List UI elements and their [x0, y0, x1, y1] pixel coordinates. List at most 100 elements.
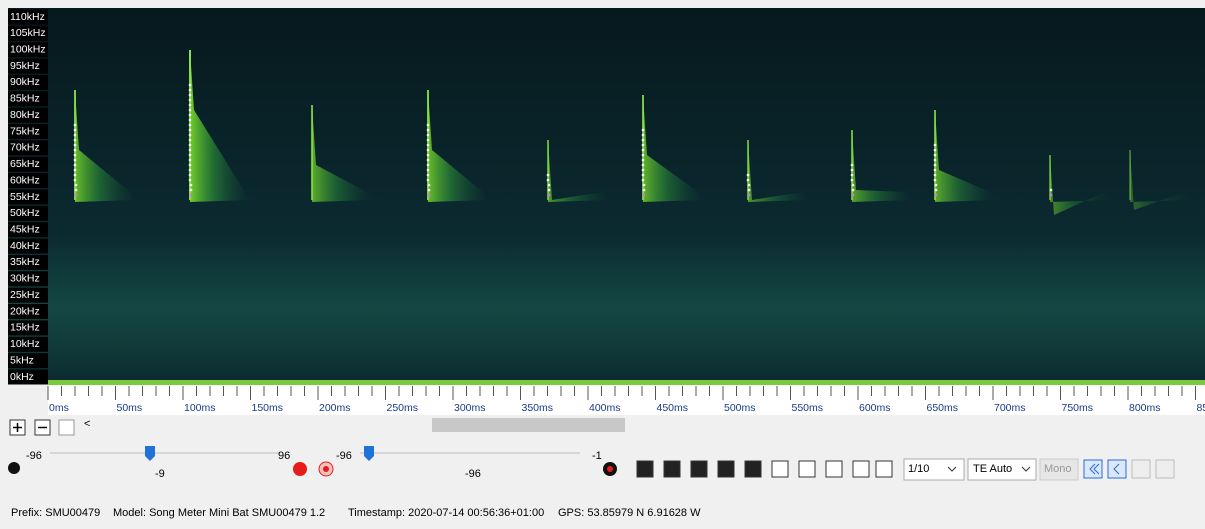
- scroll-left[interactable]: <: [84, 418, 90, 430]
- freq-label-box: [8, 124, 48, 140]
- call-energy: [935, 110, 995, 202]
- call-point: [641, 168, 645, 172]
- call-point: [933, 178, 937, 182]
- call-point: [933, 168, 937, 172]
- freq-label: 95kHz: [10, 60, 40, 72]
- call-point: [427, 183, 431, 187]
- freq-label-box: [8, 254, 48, 270]
- call-point: [188, 153, 192, 157]
- call-point: [547, 183, 551, 187]
- call-point: [641, 163, 645, 167]
- call-point: [73, 178, 77, 182]
- freq-label: 100kHz: [10, 44, 46, 56]
- call-point: [188, 138, 192, 142]
- first-button[interactable]: [1083, 459, 1103, 479]
- gps: GPS: 53.85979 N 6.91628 W: [558, 507, 701, 519]
- black-dot: [8, 462, 20, 474]
- freq-label: 35kHz: [10, 256, 40, 268]
- call-point: [1049, 193, 1053, 197]
- call-point: [850, 163, 854, 167]
- speed-select[interactable]: [903, 458, 965, 481]
- scroll-thumb[interactable]: [432, 418, 625, 432]
- call-point: [933, 143, 937, 147]
- prefix: Prefix: SMU00479: [11, 507, 100, 519]
- call-point: [642, 188, 646, 192]
- call-point: [426, 153, 430, 157]
- tool-button[interactable]: [825, 460, 843, 478]
- call-point: [934, 188, 938, 192]
- call-energy: [852, 130, 912, 202]
- freq-label: 25kHz: [10, 289, 40, 301]
- call-point: [641, 173, 645, 177]
- call-point: [188, 98, 192, 102]
- last-button[interactable]: [1155, 459, 1175, 479]
- time-label: 500ms: [724, 402, 756, 414]
- time-label: 350ms: [522, 402, 554, 414]
- filter-select[interactable]: [967, 458, 1037, 481]
- call-point: [426, 168, 430, 172]
- tool-button[interactable]: [690, 460, 708, 478]
- call-point: [73, 123, 77, 127]
- tool-button[interactable]: [875, 460, 893, 478]
- call-energy: [1130, 150, 1190, 210]
- freq-label: 80kHz: [10, 109, 40, 121]
- channel-select[interactable]: [1039, 458, 1079, 481]
- call-point: [426, 143, 430, 147]
- freq-label: 0kHz: [10, 371, 34, 383]
- call-point: [642, 183, 646, 187]
- call-point: [188, 133, 192, 137]
- freq-label-box: [8, 42, 48, 58]
- time-label: 850ms: [1197, 402, 1205, 414]
- call-point: [188, 163, 192, 167]
- freq-label-box: [8, 74, 48, 90]
- call-point: [188, 88, 192, 92]
- frequency-axis: 110kHz 105kHz 100kHz 95kHz 90kHz 85kHz 80kHz 75…: [8, 9, 48, 385]
- tool-button[interactable]: [636, 460, 654, 478]
- call-point: [73, 168, 77, 172]
- call-point: [641, 143, 645, 147]
- call-point: [74, 193, 78, 197]
- freq-label-box: [8, 271, 48, 287]
- call-point: [850, 178, 854, 182]
- slider-max: 96: [278, 450, 290, 462]
- freq-label: 55kHz: [10, 191, 40, 203]
- timestamp: Timestamp: 2020-07-14 00:56:36+01:00: [348, 507, 544, 519]
- freq-label-box: [8, 9, 48, 25]
- call-point: [641, 148, 645, 152]
- call-energy: [428, 90, 488, 202]
- time-label: 50ms: [117, 402, 143, 414]
- tool-button[interactable]: [852, 460, 870, 478]
- slider-thumb[interactable]: [145, 446, 155, 461]
- call-point: [851, 193, 855, 197]
- freq-label-box: [8, 140, 48, 156]
- call-point: [188, 113, 192, 117]
- freq-label-box: [8, 353, 48, 369]
- call-point: [426, 178, 430, 182]
- freq-label-box: [8, 58, 48, 74]
- call-point: [73, 138, 77, 142]
- call-point: [547, 188, 551, 192]
- slider-thumb[interactable]: [364, 446, 374, 461]
- tool-button[interactable]: [798, 460, 816, 478]
- call-energy: [190, 50, 250, 202]
- zoom-fit[interactable]: [58, 419, 75, 436]
- time-label: 800ms: [1129, 402, 1161, 414]
- tool-button[interactable]: [771, 460, 789, 478]
- call-point: [189, 188, 193, 192]
- next-button[interactable]: [1131, 459, 1151, 479]
- call-energy: [643, 95, 703, 202]
- record-button[interactable]: [293, 462, 307, 476]
- channel: Mono: [1044, 463, 1072, 475]
- time-label: 200ms: [319, 402, 351, 414]
- call-point: [73, 153, 77, 157]
- time-label: 450ms: [657, 402, 689, 414]
- time-label: 400ms: [589, 402, 621, 414]
- freq-label: 50kHz: [10, 207, 40, 219]
- time-ruler: [48, 385, 1205, 415]
- slider-value: -96: [465, 468, 481, 480]
- call-point: [934, 183, 938, 187]
- tool-button[interactable]: [744, 460, 762, 478]
- tool-button[interactable]: [663, 460, 681, 478]
- prev-button[interactable]: [1107, 459, 1127, 479]
- tool-button[interactable]: [717, 460, 735, 478]
